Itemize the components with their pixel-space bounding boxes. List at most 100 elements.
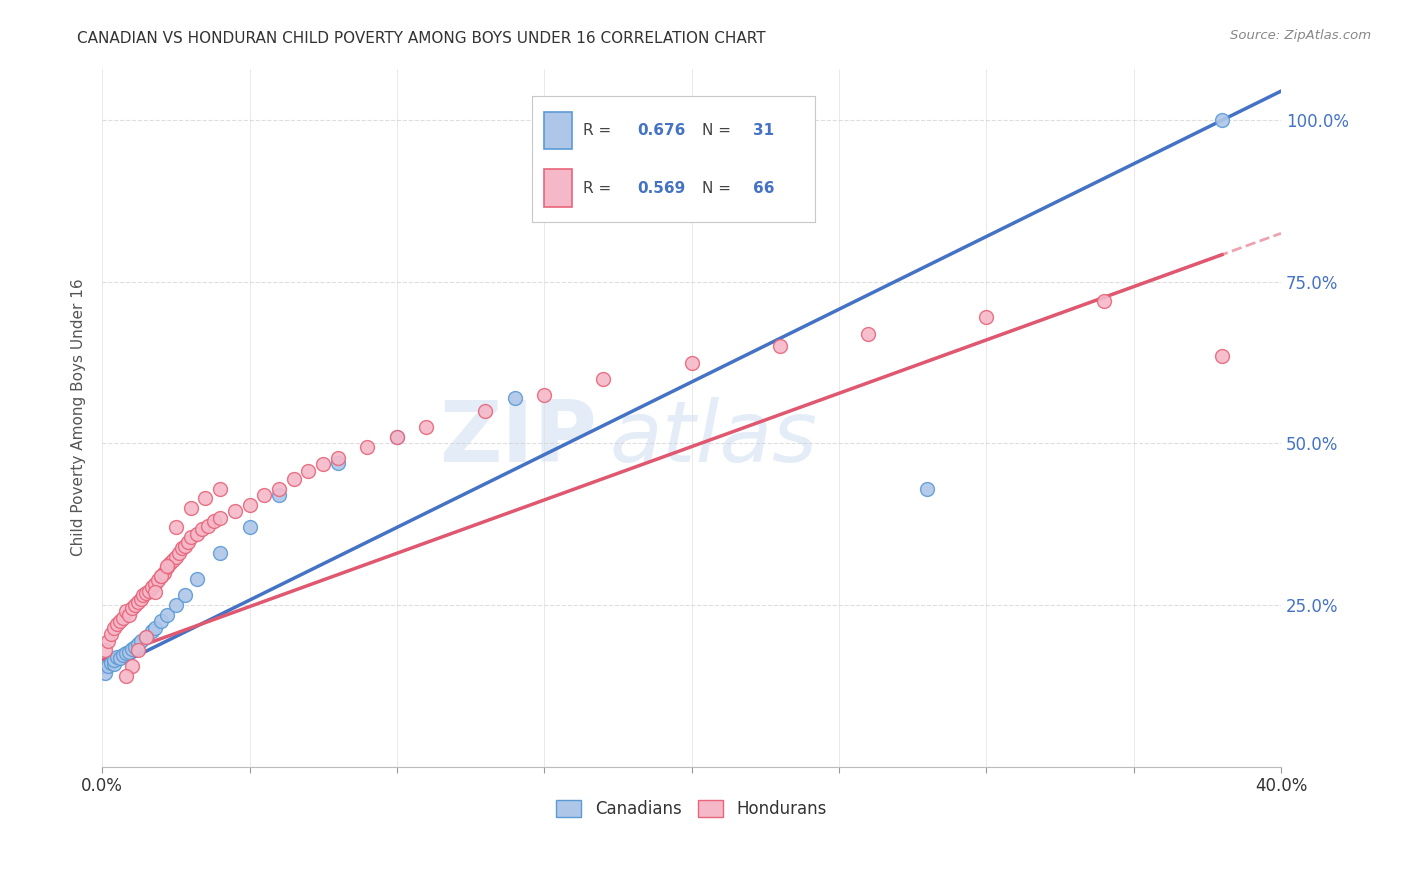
Point [121,659,143,673]
Point [114,669,136,683]
Point [191,522,214,536]
Point [118,607,141,622]
Point [108,651,131,665]
Point [153,566,176,580]
Point [503,391,526,405]
Point [124,640,146,654]
Point [121,642,143,657]
Point [150,614,173,628]
Point [267,482,290,496]
Legend: Canadians, Hondurans: Canadians, Hondurans [550,793,834,824]
Point [135,630,157,644]
Text: Source: ZipAtlas.com: Source: ZipAtlas.com [1230,29,1371,42]
Point [148,574,170,588]
Text: ZIP: ZIP [440,397,598,480]
Point [141,580,163,594]
Point [356,440,378,454]
Point [121,601,143,615]
Point [1092,294,1115,309]
Point [165,598,187,612]
Point [127,637,149,651]
Point [974,310,997,325]
Point [143,577,166,591]
Point [111,611,134,625]
Point [326,456,349,470]
Point [156,607,179,622]
Point [180,530,202,544]
Point [209,482,232,496]
Point [129,591,152,606]
Point [176,534,198,549]
Point [165,520,187,534]
Point [143,621,166,635]
Point [238,520,260,534]
Point [127,595,149,609]
Point [105,649,128,664]
Point [167,546,190,560]
Point [186,527,208,541]
Point [100,627,122,641]
Point [769,339,792,353]
Point [186,572,208,586]
Point [100,656,122,670]
Point [385,430,408,444]
Point [267,488,290,502]
Point [474,404,496,418]
Point [132,588,155,602]
Point [592,372,614,386]
Point [173,588,195,602]
Point [114,647,136,661]
Point [111,648,134,663]
Point [197,519,219,533]
Point [138,583,160,598]
Point [415,420,437,434]
Point [103,653,125,667]
Point [97,659,120,673]
Point [124,598,146,612]
Point [238,498,260,512]
Point [129,633,152,648]
Point [103,657,125,672]
Point [127,643,149,657]
Point [1211,349,1233,363]
Point [143,585,166,599]
Point [165,549,187,564]
Text: CANADIAN VS HONDURAN CHILD POVERTY AMONG BOYS UNDER 16 CORRELATION CHART: CANADIAN VS HONDURAN CHILD POVERTY AMONG… [77,31,766,46]
Point [135,586,157,600]
Point [108,614,131,628]
Point [156,560,179,574]
Point [385,430,408,444]
Point [135,630,157,644]
Point [858,326,880,341]
Point [283,472,305,486]
Point [180,501,202,516]
Point [1211,113,1233,128]
Point [681,356,703,370]
Y-axis label: Child Poverty Among Boys Under 16: Child Poverty Among Boys Under 16 [72,278,86,557]
Point [156,559,179,574]
Point [170,541,193,555]
Point [917,482,939,496]
Point [533,388,555,402]
Point [312,457,335,471]
Point [114,604,136,618]
Text: atlas: atlas [609,397,817,480]
Point [162,553,184,567]
Point [150,569,173,583]
Point [150,569,173,583]
Point [141,624,163,638]
Point [253,488,276,502]
Point [224,504,246,518]
Point [103,621,125,635]
Point [118,644,141,658]
Point [173,539,195,553]
Point [326,450,349,465]
Point [209,510,232,524]
Point [94,665,117,680]
Point [94,643,117,657]
Point [194,491,217,506]
Point [297,464,319,478]
Point [97,633,120,648]
Point [159,556,181,570]
Point [202,514,225,528]
